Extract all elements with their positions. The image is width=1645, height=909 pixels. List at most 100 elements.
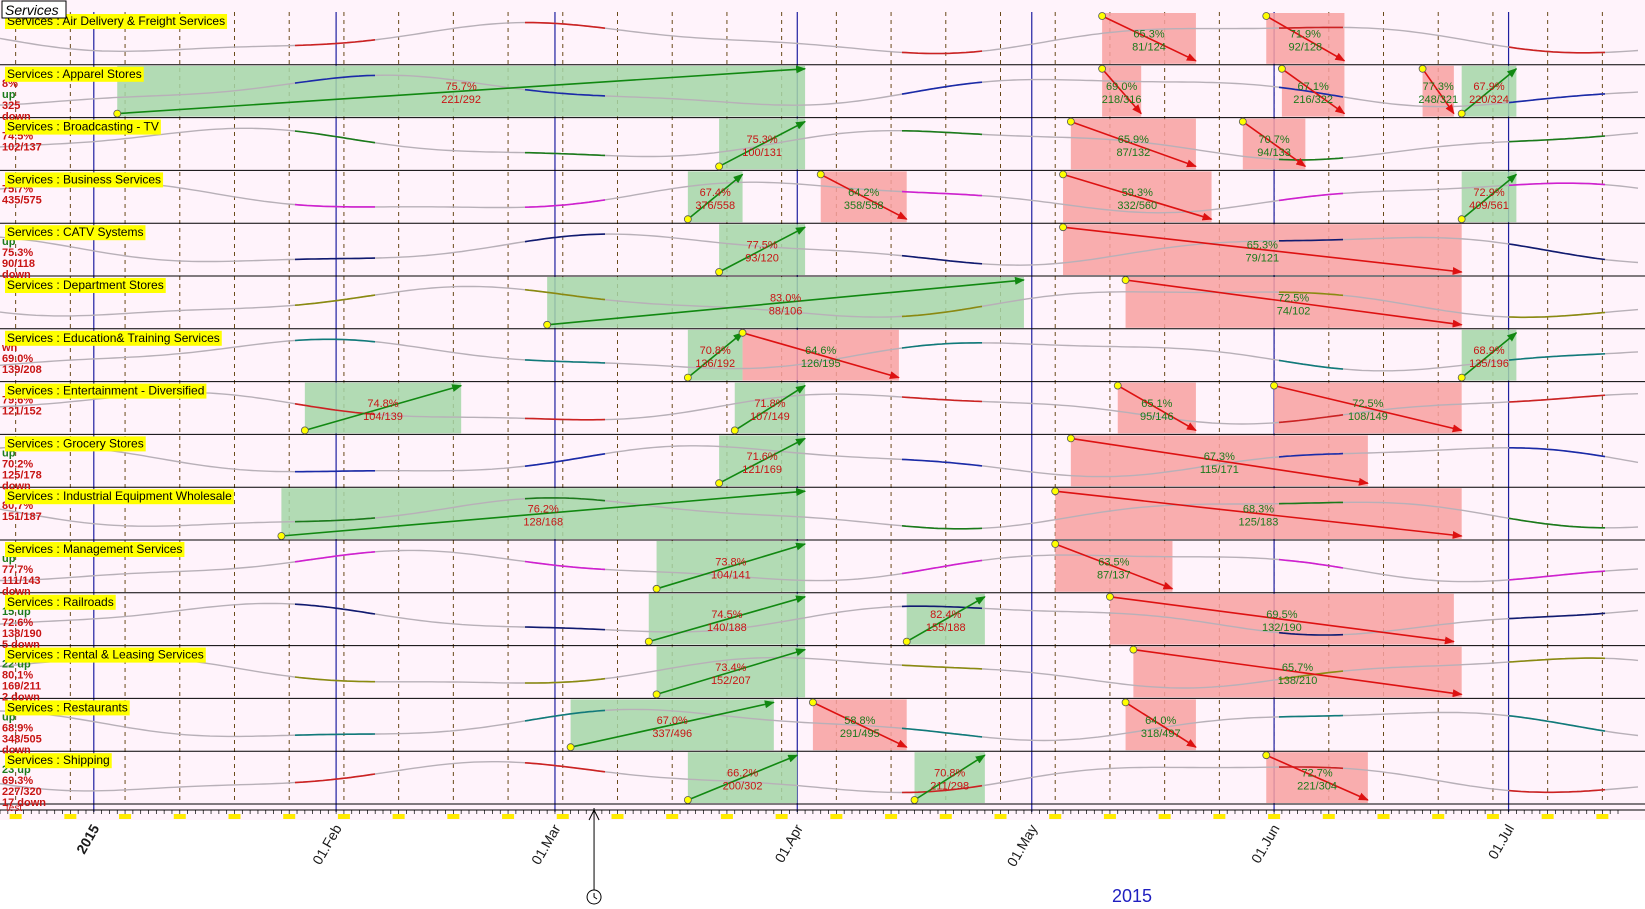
series-line (524, 453, 606, 467)
week-marker (9, 814, 22, 819)
seasonal-curve (0, 127, 1639, 161)
up-arrow (1461, 68, 1518, 115)
signal-start-dot (1051, 487, 1060, 496)
series-line (1508, 182, 1606, 187)
down-arrow (1421, 68, 1455, 115)
series-line (524, 288, 606, 301)
signal-start-dot (1113, 381, 1122, 390)
signal-ratio: 291/495 (840, 728, 880, 740)
series-line (1278, 714, 1344, 718)
panel-label: Services : Department Stores (7, 278, 164, 292)
panel-label: Services : Rental & Leasing Services (7, 648, 204, 662)
series-line (294, 733, 376, 736)
signal-ratio: 108/149 (1348, 411, 1388, 423)
down-arrow (742, 332, 900, 379)
series-line (524, 417, 606, 421)
panel-label-bg (5, 278, 166, 293)
series-line (901, 342, 982, 349)
signal-percent: 70.8% (700, 345, 731, 357)
series-line (901, 396, 983, 403)
panel-label-bg (5, 119, 161, 135)
up-arrow (304, 384, 463, 432)
signal-start-dot (902, 637, 911, 646)
seasonal-curve (0, 233, 1639, 266)
signal-start-dot (1098, 12, 1107, 20)
week-marker (1596, 814, 1609, 819)
x-axis: 2015 01.Feb 01.Mar 01.Apr 01.May 01.Jun 01.Jul (0, 808, 1645, 905)
series-line (1278, 452, 1344, 458)
signal-percent: 67.4% (700, 187, 731, 199)
panel-label: Services : Industrial Equipment Wholesal… (7, 489, 232, 503)
signal-percent: 64.0% (1145, 715, 1176, 727)
panel-label-bg (5, 436, 146, 452)
series-line (524, 560, 606, 571)
signal-ratio: 318/497 (1141, 728, 1181, 740)
signal-percent: 65.3% (1247, 240, 1278, 252)
signal-percent: 82.4% (930, 609, 961, 621)
signal-percent: 72.7% (1301, 768, 1332, 780)
panel-10: 73.8%104/14163.5%87/137up77.7%111/143dow… (0, 540, 1645, 598)
signal-ratio: 100/131 (742, 147, 782, 159)
down-arrow (1281, 68, 1346, 115)
signal-percent: 69.0% (1106, 81, 1137, 93)
up-arrow (1461, 332, 1518, 379)
series-line (524, 233, 606, 243)
panel-label: Services : Shipping (7, 753, 110, 767)
series-line (1278, 670, 1344, 681)
signal-ratio: 138/210 (1278, 675, 1318, 687)
down-arrow (1101, 15, 1197, 62)
signal-start-dot (683, 373, 692, 382)
series-line (294, 203, 375, 208)
signal-start-dot (277, 532, 286, 540)
panel-6: 70.8%136/19264.6%126/19568.9%135/196wn69… (0, 328, 1645, 383)
down-arrow (812, 701, 908, 748)
panel-summary-text: up (2, 89, 16, 101)
series-line (901, 784, 983, 794)
week-marker (1268, 814, 1281, 819)
up-arrow (648, 595, 807, 643)
signal-ratio: 79/121 (1246, 253, 1280, 265)
series-line (901, 664, 983, 670)
signal-ratio: 132/190 (1262, 622, 1302, 634)
panel-label: Services : Business Services (7, 172, 161, 186)
x-tick-label: 2015 (73, 821, 103, 856)
signal-start-dot (1121, 698, 1130, 707)
panel-label: Services : Management Services (7, 542, 182, 556)
signal-ratio: 95/146 (1140, 411, 1174, 423)
week-marker (775, 814, 788, 819)
signal-ratio: 88/106 (769, 305, 803, 317)
down-arrow (1125, 279, 1463, 328)
panel-label-bg (5, 172, 164, 188)
panel-label-bg (5, 700, 130, 716)
clock-hand (593, 893, 598, 900)
signal-start-dot (1066, 117, 1075, 126)
week-marker (1213, 814, 1226, 819)
signal-start-dot (1262, 12, 1271, 20)
signal-ratio: 152/207 (711, 675, 751, 687)
signal-percent: 65.1% (1141, 398, 1172, 410)
series-line (1508, 394, 1606, 403)
series-line (294, 403, 376, 416)
week-marker (994, 814, 1007, 819)
week-marker (830, 814, 843, 819)
down-arrow (1101, 68, 1142, 115)
signal-start-dot (730, 426, 739, 435)
signal-start-dot (1098, 64, 1107, 73)
x-tick-label: 01.May (1004, 822, 1041, 870)
seasonal-curve (0, 445, 1639, 478)
series-line (1508, 243, 1606, 261)
signal-start-dot (1457, 215, 1466, 224)
week-marker (447, 814, 460, 819)
signal-start-dot (1129, 645, 1138, 654)
signal-percent: 63.5% (1098, 556, 1129, 568)
signal-ratio: 87/132 (1117, 147, 1151, 159)
signal-percent: 70.7% (1258, 134, 1289, 146)
series-line (294, 74, 376, 84)
signal-start-dot (1262, 751, 1271, 760)
week-marker (392, 814, 405, 819)
series-line (901, 525, 983, 530)
signal-start-dot (1121, 276, 1130, 284)
series-line (901, 50, 983, 55)
series-line (1508, 353, 1606, 361)
